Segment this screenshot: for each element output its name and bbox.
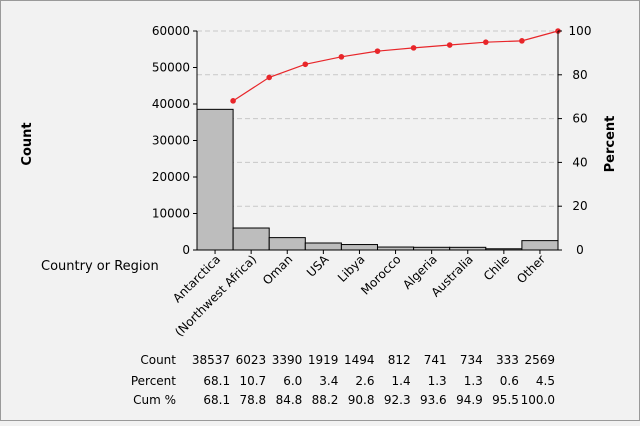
cumulative-line xyxy=(230,28,561,104)
bar-4 xyxy=(340,244,378,251)
x-tick-label: Oman xyxy=(260,252,295,287)
table-cell: 3390 xyxy=(272,353,303,367)
table-cell: 4.5 xyxy=(536,374,555,388)
table-cell: 10.7 xyxy=(239,374,266,388)
table-row-label: Count xyxy=(140,353,176,367)
cum-line xyxy=(232,30,559,102)
table-cell: 1.3 xyxy=(464,374,483,388)
bars xyxy=(196,108,559,251)
y2-tick-label: 60 xyxy=(572,112,587,126)
table-cell: 1494 xyxy=(344,353,375,367)
grid-lines xyxy=(197,30,558,207)
cum-point-7 xyxy=(483,39,489,45)
table-cell: 734 xyxy=(460,353,483,367)
cum-point-1 xyxy=(266,74,273,81)
table-cell: 78.8 xyxy=(239,393,266,407)
table-cell: 95.5 xyxy=(492,393,519,407)
y-tick-label: 40000 xyxy=(152,97,190,111)
summary-table: Count 38537 6023 3390 1919 1494 812 741 734 333 25… xyxy=(131,353,555,407)
cum-point-0 xyxy=(230,98,236,104)
y2-axis-title: Percent xyxy=(603,116,618,173)
table-cell: 0.6 xyxy=(500,374,519,388)
table-cell: 68.1 xyxy=(203,393,230,407)
bar-3 xyxy=(304,242,342,251)
cum-point-8 xyxy=(519,38,525,44)
cum-point-6 xyxy=(446,42,453,48)
cum-point-2 xyxy=(302,61,309,68)
y-tick-label: 10000 xyxy=(152,207,190,221)
bar-1 xyxy=(232,227,270,251)
y2-tick-label: 80 xyxy=(572,68,587,82)
table-cell: 3.4 xyxy=(319,374,338,388)
y2-tick-label: 40 xyxy=(572,155,587,169)
cum-point-3 xyxy=(338,54,345,60)
table-cell: 812 xyxy=(388,353,411,367)
table-cell: 6.0 xyxy=(283,374,302,388)
table-cell: 2569 xyxy=(524,353,555,367)
table-cell: 92.3 xyxy=(384,393,411,407)
y-tick-label: 0 xyxy=(182,243,190,257)
x-tick-label: Other xyxy=(514,252,548,286)
bar-0 xyxy=(196,108,234,251)
table-cell: 88.2 xyxy=(312,393,339,407)
table-cell: 6023 xyxy=(236,353,267,367)
table-cell: 100.0 xyxy=(521,393,555,407)
table-cell: 741 xyxy=(424,353,447,367)
x-tick-label: Morocco xyxy=(358,252,403,297)
y-tick-label: 20000 xyxy=(152,170,190,184)
y-tick-label: 60000 xyxy=(152,24,190,38)
y-tick-label: 50000 xyxy=(152,61,190,75)
table-cell: 94.9 xyxy=(456,393,483,407)
bar-9 xyxy=(521,240,559,251)
y-tick-label: 30000 xyxy=(152,134,190,148)
table-cell: 1.4 xyxy=(392,374,411,388)
y2-tick-label: 0 xyxy=(576,243,584,257)
table-cell: 68.1 xyxy=(203,374,230,388)
x-tick-label: Libya xyxy=(335,252,368,285)
table-cell: 1.3 xyxy=(428,374,447,388)
x-tick-label: USA xyxy=(304,252,332,280)
table-cell: 333 xyxy=(496,353,519,367)
table-cell: 84.8 xyxy=(276,393,303,407)
table-row-label: Cum % xyxy=(133,393,176,407)
x-tick-label: Chile xyxy=(481,252,512,283)
x-axis-title: Country or Region xyxy=(41,259,159,274)
y2-tick-label: 20 xyxy=(572,199,587,213)
table-row-label: Percent xyxy=(131,374,176,388)
y2-tick-label: 100 xyxy=(569,24,592,38)
table-cell: 1919 xyxy=(308,353,339,367)
bar-2 xyxy=(268,237,306,251)
table-cell: 38537 xyxy=(192,353,230,367)
table-cell: 90.8 xyxy=(348,393,375,407)
table-cell: 2.6 xyxy=(355,374,374,388)
cum-point-4 xyxy=(374,48,381,54)
cum-point-5 xyxy=(410,45,417,51)
table-cell: 93.6 xyxy=(420,393,447,407)
y-axis-title: Count xyxy=(20,122,35,165)
